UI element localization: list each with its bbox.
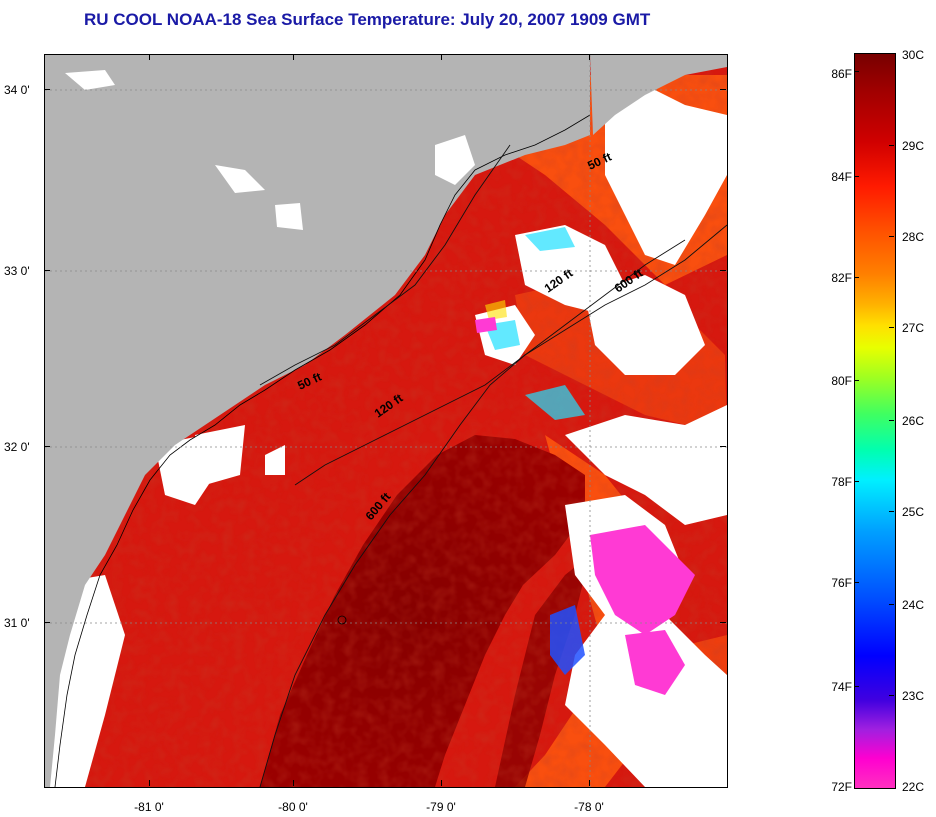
colorbar-f-84: 84F <box>831 170 852 184</box>
temperature-colorbar <box>854 53 896 789</box>
colorbar-f-82: 82F <box>831 271 852 285</box>
cool-water-patches <box>475 227 695 695</box>
colorbar-f-76: 76F <box>831 576 852 590</box>
coastal-clouds <box>65 70 475 485</box>
sst-map: 50 ft 120 ft 600 ft 50 ft 120 ft 600 ft <box>44 54 728 788</box>
buoy-marker <box>337 615 347 625</box>
colorbar-c-22: 22C <box>902 780 925 794</box>
colorbar-f-72: 72F <box>831 780 852 794</box>
colorbar-c-30: 30C <box>902 48 925 62</box>
graticule <box>45 55 727 787</box>
colorbar-c-23: 23C <box>902 689 925 703</box>
land-mask <box>45 55 590 787</box>
cloud-mask <box>45 85 727 787</box>
colorbar-c-25: 25C <box>902 505 925 519</box>
colorbar-c-24: 24C <box>902 598 925 612</box>
lon-label-79: -79 0' <box>426 800 456 814</box>
lon-label-78: -78 0' <box>574 800 604 814</box>
colorbar-f-80: 80F <box>831 374 852 388</box>
map-title: RU COOL NOAA-18 Sea Surface Temperature:… <box>84 10 651 29</box>
colorbar-f-86: 86F <box>831 67 852 81</box>
lat-label-31: 31 0' <box>4 616 30 630</box>
lon-label-81: -81 0' <box>134 800 164 814</box>
coastline <box>54 114 591 787</box>
colorbar-f-74: 74F <box>831 680 852 694</box>
colorbar-c-27: 27C <box>902 321 925 335</box>
colorbar-c-28: 28C <box>902 230 925 244</box>
colorbar-c-29: 29C <box>902 139 925 153</box>
lat-label-34: 34 0' <box>4 83 30 97</box>
lat-label-33: 33 0' <box>4 264 30 278</box>
lat-label-32: 32 0' <box>4 440 30 454</box>
isobath-lines <box>259 144 727 787</box>
colorbar-f-78: 78F <box>831 475 852 489</box>
lon-label-80: -80 0' <box>278 800 308 814</box>
colorbar-c-26: 26C <box>902 414 925 428</box>
